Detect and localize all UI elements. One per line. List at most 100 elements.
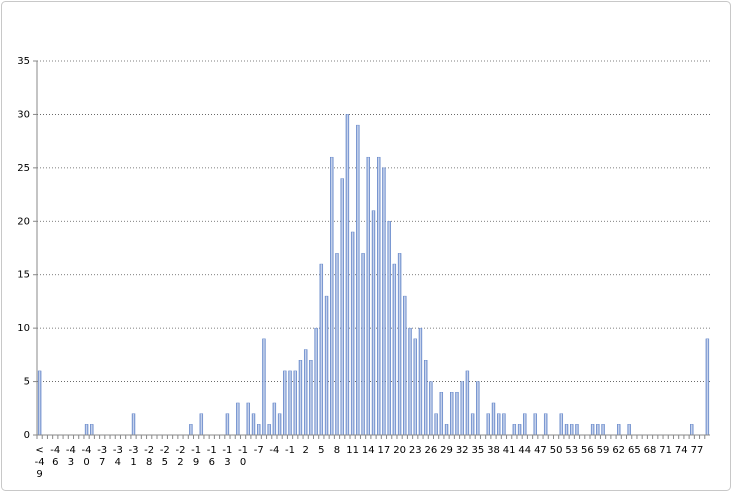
bar <box>131 413 136 436</box>
x-tick-label: 11 <box>346 445 359 456</box>
bar <box>455 392 459 436</box>
bar <box>246 402 250 436</box>
y-tick-label: 5 <box>24 377 30 388</box>
bar <box>465 370 470 436</box>
bar <box>319 263 324 436</box>
bar <box>408 327 412 436</box>
bar <box>491 402 496 436</box>
x-tick-label: < -49 <box>34 445 45 480</box>
bar <box>382 167 386 436</box>
x-tick-label: -37 <box>97 445 108 468</box>
bar <box>444 424 449 436</box>
x-tick-label: -46 <box>50 445 61 468</box>
y-tick-label: 35 <box>17 56 30 67</box>
x-tick-label: 41 <box>502 445 516 456</box>
x-tick-label: -10 <box>238 445 249 468</box>
bar <box>543 413 548 436</box>
bar <box>303 349 308 436</box>
bar <box>392 263 397 436</box>
bar <box>434 413 438 436</box>
x-tick-label: 20 <box>393 445 406 456</box>
bar <box>272 402 277 436</box>
bar <box>251 413 256 436</box>
bar <box>429 381 433 436</box>
bar <box>356 124 360 436</box>
bar <box>314 327 318 436</box>
x-tick-label: 38 <box>487 445 500 456</box>
bar <box>690 424 694 436</box>
y-tick-label: 10 <box>17 323 30 334</box>
bar <box>288 370 292 436</box>
bar <box>590 424 595 436</box>
bar <box>423 360 428 436</box>
bar <box>418 327 423 436</box>
x-tick-label: -25 <box>159 445 170 468</box>
bar <box>345 114 350 436</box>
x-tick-label: 50 <box>549 445 563 456</box>
x-tick-label: -34 <box>112 445 123 468</box>
x-tick-label: 77 <box>690 445 704 456</box>
bar <box>267 424 271 436</box>
x-tick-label: 14 <box>361 445 375 456</box>
x-tick-label: -28 <box>144 445 155 468</box>
x-tick-label: 74 <box>674 445 688 456</box>
bar <box>189 424 193 436</box>
x-tick-label: 29 <box>440 445 453 456</box>
bar <box>403 295 407 436</box>
x-tick-label: 56 <box>581 445 594 456</box>
bar <box>366 156 370 436</box>
x-tick-label: 62 <box>612 445 626 456</box>
bar <box>450 392 454 436</box>
x-tick-label: -7 <box>253 445 264 456</box>
x-tick-label: -19 <box>191 445 202 468</box>
bar <box>486 413 490 436</box>
bar <box>470 413 475 436</box>
bar <box>476 381 480 436</box>
bar <box>523 413 527 436</box>
bar <box>236 402 240 436</box>
bar <box>262 338 266 436</box>
x-tick-label: 17 <box>377 445 391 456</box>
bar <box>293 370 297 436</box>
bar <box>596 424 600 436</box>
bar <box>564 424 569 436</box>
bar <box>617 424 621 436</box>
bar <box>335 253 339 436</box>
bar <box>705 338 710 436</box>
bar <box>283 370 287 436</box>
bar <box>387 221 391 436</box>
x-tick-label: -4 <box>269 445 280 456</box>
bar <box>497 413 501 436</box>
y-tick-label: 30 <box>17 109 30 120</box>
bar <box>257 424 261 436</box>
y-tick-label: 0 <box>24 430 30 441</box>
bar <box>570 424 574 436</box>
bar <box>502 413 506 436</box>
bar <box>309 360 313 436</box>
bar <box>575 424 579 436</box>
bar <box>199 413 204 436</box>
x-tick-label: -13 <box>222 445 233 468</box>
bar <box>225 413 230 436</box>
x-tick-label: 59 <box>596 445 610 456</box>
bar <box>90 424 94 436</box>
bar <box>377 156 381 436</box>
x-tick-label: 32 <box>455 445 469 456</box>
bar <box>601 424 605 436</box>
x-tick-label: 47 <box>534 445 547 456</box>
x-tick-label: 26 <box>424 445 438 456</box>
bar <box>340 178 344 436</box>
bar <box>37 370 42 436</box>
bar <box>460 381 464 436</box>
bar <box>298 360 303 436</box>
x-tick-label: 44 <box>518 445 532 456</box>
bar <box>439 392 444 436</box>
bar <box>371 210 376 436</box>
y-tick-label: 25 <box>17 163 30 174</box>
x-tick-label: -43 <box>65 445 76 468</box>
bar <box>350 231 355 436</box>
bar <box>397 253 402 436</box>
